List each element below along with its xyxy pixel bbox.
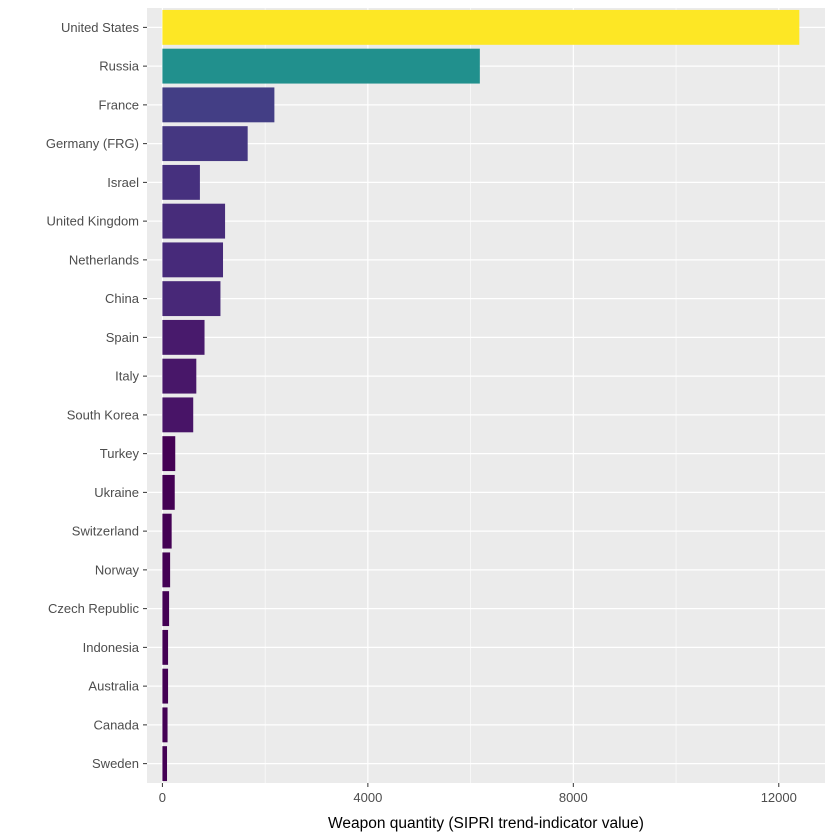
y-tick-label: Netherlands <box>69 252 140 267</box>
y-tick-label: Spain <box>106 330 139 345</box>
y-tick-label: United Kingdom <box>47 214 140 229</box>
plot-panel <box>147 8 825 783</box>
bar <box>162 164 200 200</box>
x-tick-label: 12000 <box>761 790 797 805</box>
y-tick-label: Israel <box>107 175 139 190</box>
x-tick-label: 8000 <box>559 790 588 805</box>
bar <box>162 9 800 45</box>
bar <box>162 591 170 627</box>
bar <box>162 707 168 743</box>
bar <box>162 319 205 355</box>
bars-layer <box>162 9 800 782</box>
y-tick-label: Indonesia <box>83 640 140 655</box>
y-tick-label: United States <box>61 20 140 35</box>
bar <box>162 87 275 123</box>
y-tick-label: Canada <box>93 717 139 732</box>
y-axis: United States Russia France Germany (FRG) Is… <box>46 20 147 771</box>
bar <box>162 203 226 239</box>
y-tick-label: Switzerland <box>72 524 139 539</box>
x-axis: 0 4000 8000 12000 <box>159 783 797 805</box>
x-axis-title: Weapon quantity (SIPRI trend-indicator v… <box>328 815 644 832</box>
bar <box>162 126 248 162</box>
bar <box>162 397 194 433</box>
y-tick-label: Germany (FRG) <box>46 136 139 151</box>
bar <box>162 552 171 588</box>
bar <box>162 436 176 472</box>
grid-layer <box>147 8 825 783</box>
y-tick-label: France <box>99 97 139 112</box>
y-tick-label: South Korea <box>67 407 140 422</box>
bar <box>162 281 221 317</box>
y-tick-label: Turkey <box>100 446 140 461</box>
y-tick-label: Sweden <box>92 756 139 771</box>
bar <box>162 668 169 704</box>
bar <box>162 474 175 510</box>
bar <box>162 629 169 665</box>
bar <box>162 48 480 84</box>
bar <box>162 746 168 782</box>
x-tick-label: 4000 <box>353 790 382 805</box>
y-tick-label: Czech Republic <box>48 601 140 616</box>
y-tick-label: Norway <box>95 562 140 577</box>
y-tick-label: China <box>105 291 140 306</box>
y-tick-label: Russia <box>99 59 140 74</box>
x-tick-label: 0 <box>159 790 166 805</box>
bar <box>162 513 172 549</box>
y-tick-label: Australia <box>88 679 139 694</box>
bar <box>162 242 224 278</box>
y-tick-label: Italy <box>115 369 139 384</box>
bar <box>162 358 197 394</box>
y-tick-label: Ukraine <box>94 485 139 500</box>
